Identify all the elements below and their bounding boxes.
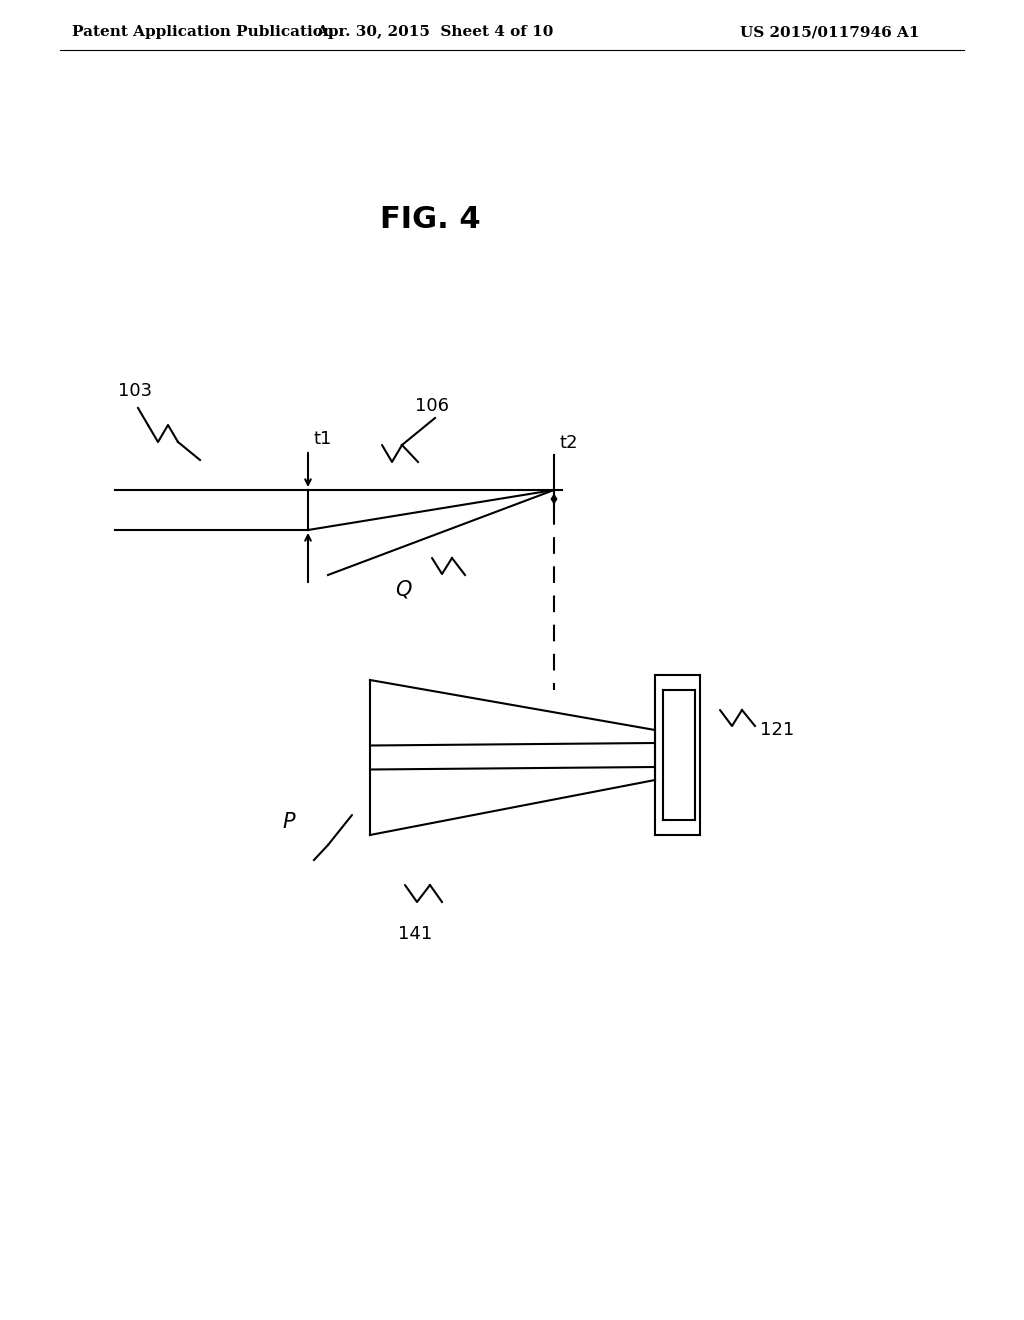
- Text: t1: t1: [314, 430, 333, 447]
- Text: 106: 106: [415, 397, 449, 414]
- Text: P: P: [283, 812, 295, 832]
- Text: Apr. 30, 2015  Sheet 4 of 10: Apr. 30, 2015 Sheet 4 of 10: [316, 25, 554, 40]
- Text: FIG. 4: FIG. 4: [380, 206, 480, 235]
- Text: US 2015/0117946 A1: US 2015/0117946 A1: [740, 25, 920, 40]
- Text: 121: 121: [760, 721, 795, 739]
- Text: Patent Application Publication: Patent Application Publication: [72, 25, 334, 40]
- Text: 103: 103: [118, 381, 153, 400]
- Text: t2: t2: [560, 434, 579, 451]
- Text: Q: Q: [395, 579, 412, 601]
- Text: 141: 141: [398, 925, 432, 942]
